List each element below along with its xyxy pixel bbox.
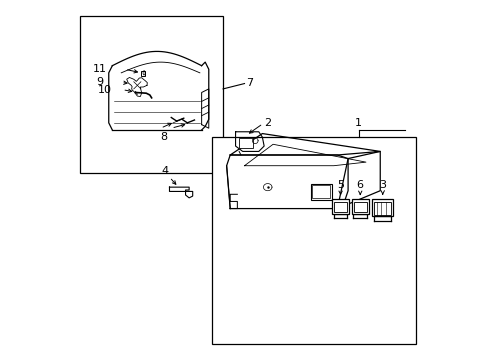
Text: 8: 8 [160,132,167,142]
Text: 1: 1 [355,118,362,128]
Bar [373,202,390,215]
Bar [333,202,346,212]
Text: 10: 10 [98,85,112,95]
Text: 9: 9 [96,77,103,87]
Bar [331,199,348,214]
Text: 4: 4 [162,166,168,176]
Text: 7: 7 [246,78,253,88]
Bar [372,199,392,216]
Bar [212,137,415,344]
Bar [80,16,223,173]
Bar [312,185,329,198]
Text: 6: 6 [356,180,363,190]
Bar [140,71,144,76]
Text: 5: 5 [336,180,344,190]
Bar [239,138,253,148]
Bar [351,199,368,214]
Bar [310,184,331,200]
Text: 11: 11 [93,64,106,74]
Text: 2: 2 [264,118,271,128]
Bar [353,202,366,212]
Text: 3: 3 [379,180,386,190]
